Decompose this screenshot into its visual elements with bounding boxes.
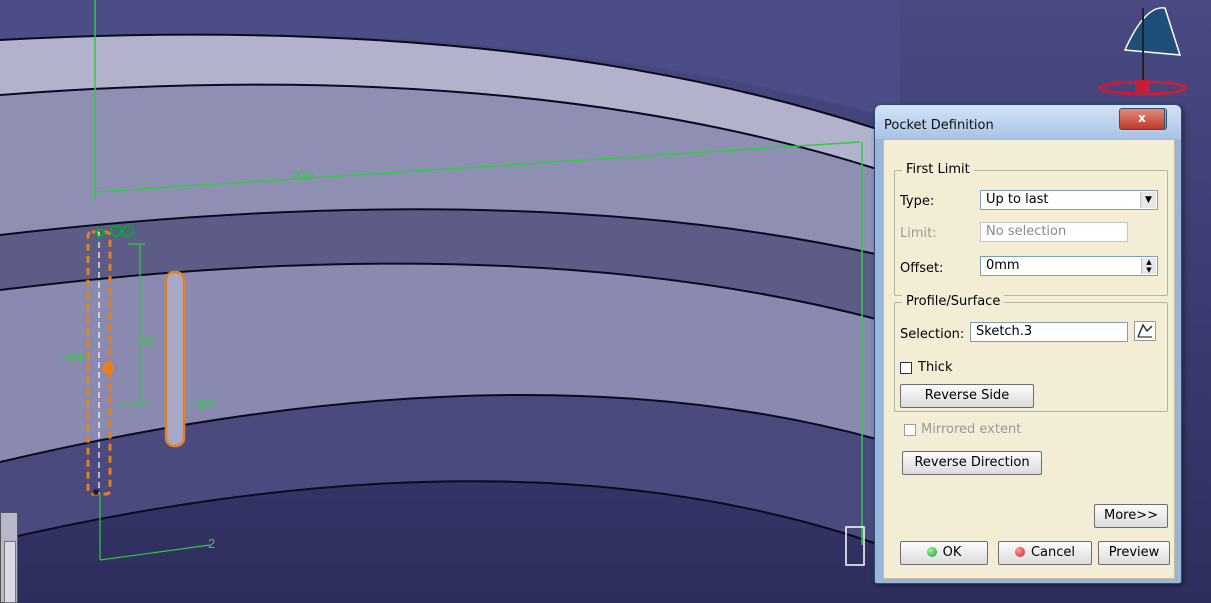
thick-checkbox[interactable]	[900, 362, 912, 374]
top-face	[0, 34, 880, 170]
pocket-preview-slot	[164, 270, 186, 448]
edge-line	[0, 480, 881, 546]
sketch-point	[102, 362, 114, 374]
dimension-40-text: 40	[140, 334, 154, 349]
selection-input[interactable]: Sketch.3	[970, 322, 1128, 342]
preview-button[interactable]: Preview	[1098, 541, 1170, 565]
type-label: Type:	[900, 194, 935, 209]
side-toolbar-stub[interactable]	[0, 512, 18, 603]
ok-button[interactable]: OK	[900, 541, 988, 565]
pocket-definition-dialog: Pocket Definition ? x First Limit Type: …	[874, 104, 1182, 584]
edge-line	[0, 83, 881, 171]
lim1-label: LIM1	[190, 396, 219, 411]
more-button[interactable]: More>>	[1094, 504, 1168, 528]
mirrored-extent-label: Mirrored extent	[921, 422, 1022, 437]
dialog-client-area: First Limit Type: Up to last ▼ Limit: No…	[883, 139, 1175, 579]
lim2-label: LIM2	[60, 350, 89, 365]
dialog-titlebar[interactable]: Pocket Definition ? x	[875, 105, 1181, 139]
ok-label: OK	[942, 545, 962, 560]
sketch-constraint-icon	[95, 228, 105, 238]
limit-label: Limit:	[900, 226, 937, 241]
reverse-direction-button[interactable]: Reverse Direction	[902, 451, 1042, 475]
mirrored-extent-checkbox	[904, 424, 916, 436]
reverse-side-button[interactable]: Reverse Side	[900, 384, 1034, 408]
first-limit-group: First Limit	[894, 162, 1168, 296]
lower-band-face	[0, 263, 880, 462]
groove-face	[0, 209, 880, 320]
offset-input[interactable]: 0mm ▲ ▼	[980, 256, 1158, 276]
compass-icon	[1123, 7, 1182, 56]
dimension-2-text: 2	[208, 536, 215, 551]
edge-line	[0, 208, 881, 256]
compass-handle	[1135, 80, 1149, 92]
sketch-constraint-icon	[110, 225, 122, 237]
selection-label: Selection:	[900, 327, 965, 342]
close-button[interactable]: x	[1119, 108, 1165, 130]
ok-status-icon	[926, 547, 937, 557]
edge-line	[0, 262, 881, 321]
axis-glyph	[845, 526, 865, 566]
thick-label: Thick	[918, 360, 953, 375]
edge-line	[0, 33, 881, 131]
background-region	[0, 0, 900, 120]
type-value: Up to last	[986, 192, 1049, 207]
sketch-edit-icon[interactable]	[1134, 321, 1156, 341]
lower-dark-face	[0, 394, 880, 545]
edge-line	[0, 394, 881, 463]
dialog-title: Pocket Definition	[884, 118, 994, 133]
offset-value: 0mm	[986, 258, 1020, 273]
sketch-constraint-icon	[122, 225, 134, 237]
cancel-status-icon	[1014, 547, 1025, 557]
sketch-point	[93, 489, 99, 495]
chevron-down-icon[interactable]: ▼	[1140, 192, 1156, 208]
limit-field: No selection	[980, 222, 1128, 242]
offset-label: Offset:	[900, 261, 944, 276]
profile-surface-legend: Profile/Surface	[902, 294, 1005, 309]
profile-surface-group: Profile/Surface	[894, 294, 1168, 412]
dimension-2-line	[99, 544, 211, 561]
dimension-200-text: 200	[290, 167, 314, 183]
cancel-button[interactable]: Cancel	[998, 541, 1092, 565]
dimension-line-200	[94, 141, 861, 193]
cancel-label: Cancel	[1030, 545, 1076, 560]
spin-arrows-icon[interactable]: ▲ ▼	[1141, 258, 1156, 274]
first-limit-legend: First Limit	[902, 162, 974, 177]
type-combo[interactable]: Up to last ▼	[980, 190, 1158, 210]
